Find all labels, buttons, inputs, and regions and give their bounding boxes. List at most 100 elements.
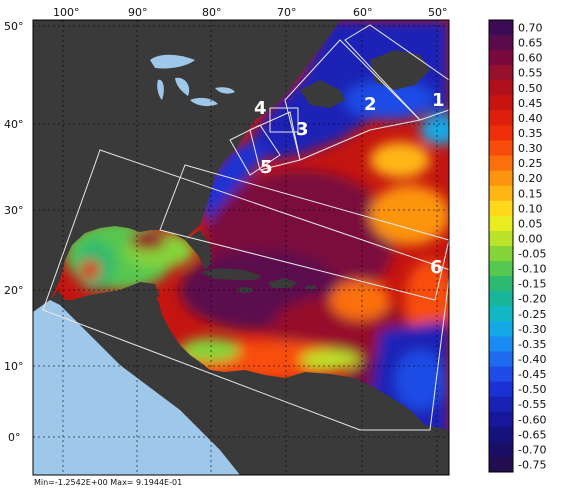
region-outlines [42,24,449,431]
region-label-4: 4 [254,98,267,119]
map-border [32,19,450,476]
colorbar-tick-label: 0.65 [518,37,543,50]
latitude-labels: 50° 40° 30° 20° 10° 0° [4,20,24,444]
north-america [33,20,340,312]
colorbar-tick-label: 0.35 [518,127,543,140]
colorbar-swatch [489,246,513,262]
colorbar-tick-label: 0.05 [518,217,543,230]
colorbar-swatch [489,411,513,428]
lon-label-90: 90° [128,6,148,19]
colorbar-swatch [489,366,513,383]
colorbar-tick-label: 0.15 [518,187,543,200]
newfoundland [370,50,430,90]
colorbar-tick-label: -0.55 [518,398,546,411]
region-label-5: 5 [260,157,273,178]
colorbar-swatch [489,35,513,51]
region-labels: 1 2 3 4 5 6 [254,90,445,278]
colorbar-swatch [489,200,513,217]
colorbar-swatch [489,351,513,368]
colorbar-swatch [489,155,513,172]
colorbar-swatch [489,125,513,142]
great-lakes [150,54,235,107]
colorbar-tick-label: 0.50 [518,82,543,95]
colorbar-tick-label: -0.15 [518,278,546,291]
colorbar-swatch [489,396,513,413]
lat-label-10: 10° [4,360,24,373]
region-label-2: 2 [364,94,377,115]
colorbar-swatch [489,291,513,307]
region-label-1: 1 [432,90,445,111]
colorbar-tick-label: 0.70 [518,22,543,35]
region-label-6: 6 [430,257,443,278]
colorbar-tick-label: -0.65 [518,428,546,441]
colorbar-swatch [489,185,513,202]
yucatan [120,282,160,300]
colorbar-tick-label: -0.40 [518,353,546,366]
colorbar-swatch [489,336,513,352]
colorbar-tick-label: -0.45 [518,368,546,381]
hispaniola [268,278,298,288]
colorbar-swatch [489,426,513,443]
colorbar-swatch [489,110,513,126]
lat-label-20: 20° [4,284,24,297]
colorbar-swatch [489,441,513,458]
colorbar-tick-label: -0.25 [518,308,546,321]
colorbar-tick-label: 0.40 [518,112,543,125]
lon-label-100: 100° [53,6,80,19]
colorbar-tick-label: 0.20 [518,172,543,185]
colorbar-tick-label: -0.10 [518,263,546,276]
lat-label-40: 40° [4,118,24,131]
colorbar-swatch [489,321,513,337]
colorbar-swatch [489,95,513,111]
min-max-footer: Min=-1.2542E+00 Max= 9.1944E-01 [34,478,182,487]
graticule [33,20,449,475]
colorbar-tick-label: 0.60 [518,52,543,65]
puerto-rico [305,285,316,289]
lon-label-70: 70° [277,6,297,19]
map-panel [33,20,449,475]
colorbar-tick-label: -0.75 [518,458,546,471]
colorbar-swatch [489,65,513,81]
region-3-box [249,111,301,171]
colorbar-tick-label: 0.55 [518,67,543,80]
colorbar-swatch [489,230,513,247]
colorbar-tick-label: 0.10 [518,202,543,215]
lon-label-80: 80° [202,6,222,19]
nova-scotia [300,80,345,108]
pacific-ocean [33,300,240,475]
colorbar-swatch [489,456,513,473]
lat-label-30: 30° [4,204,24,217]
florida [185,230,212,270]
colorbar-swatch [489,276,513,292]
colorbar-tick-label: -0.60 [518,413,546,426]
colorbar-tick-label: -0.50 [518,383,546,396]
cuba [200,268,262,280]
colorbar-tick-label: 0.45 [518,97,543,110]
lon-label-60: 60° [353,6,373,19]
region-5-box [229,124,281,176]
colorbar-tick-label: 0.25 [518,157,543,170]
colorbar-swatch [489,261,513,277]
region-6-box [42,149,449,431]
region-4-box [269,107,299,133]
colorbar-swatch [489,381,513,398]
colorbar-tick-label: -0.20 [518,293,546,306]
colorbar-swatch [489,215,513,232]
lon-label-50: 50° [428,6,448,19]
colorbar-tick-label: -0.70 [518,443,546,456]
colorbar-tick-label: -0.05 [518,248,546,261]
colorbar-swatch [489,140,513,157]
longitude-labels: 100° 90° 80° 70° 60° 50° [53,6,448,19]
colorbar-tick-label: 0.30 [518,142,543,155]
colorbar-swatch [489,80,513,96]
colorbar-swatch [489,50,513,66]
colorbar-tick-label: -0.35 [518,338,546,351]
region-6-inner-box [159,164,449,301]
colorbar-swatch [489,20,513,36]
region-1-box [344,24,449,121]
colorbar-swatch [489,170,513,187]
colorbar-tick-label: -0.30 [518,323,546,336]
region-label-3: 3 [296,119,309,140]
colorbar-tick-label: 0.00 [518,232,543,245]
